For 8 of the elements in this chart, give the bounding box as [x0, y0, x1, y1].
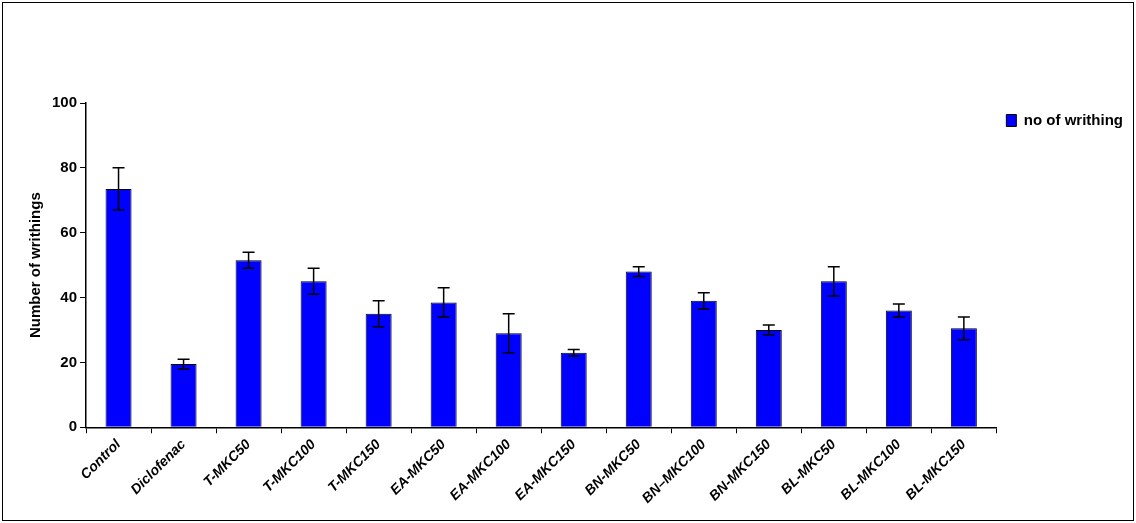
y-tick-label: 60 [60, 222, 78, 240]
y-axis-title: Number of writhings [26, 192, 44, 339]
y-tick-label: 100 [52, 93, 78, 111]
legend-label: no of writhing [1023, 110, 1123, 128]
y-tick-label: 40 [60, 287, 78, 305]
y-tick-label: 0 [68, 417, 78, 435]
y-tick-label: 20 [60, 352, 78, 370]
y-tick-label: 80 [60, 157, 78, 175]
